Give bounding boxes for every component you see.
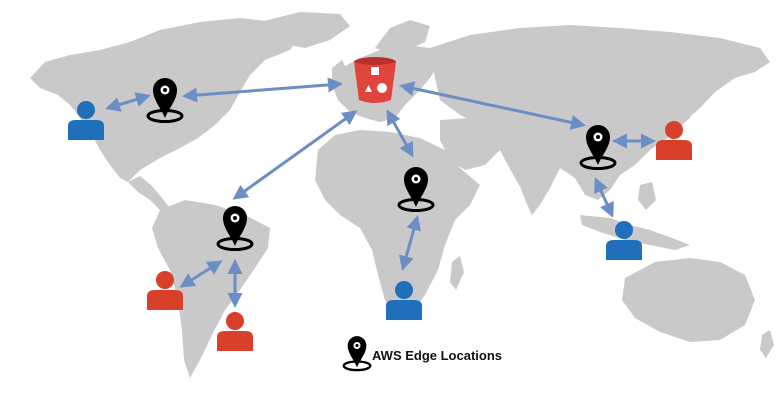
new-zealand-shape [760,330,774,358]
middle-east-shape [440,118,500,170]
japan-shape [672,88,698,128]
arrow-user-na-to-pin-na [105,92,151,112]
arrow-pin-sa-to-user-sa-west [179,260,223,288]
s3-bucket-icon [354,57,396,103]
connection-arrows [105,77,656,308]
arrow-pin-as-to-user-sea [594,177,614,218]
scandinavia-shape [375,20,430,54]
madagascar-shape [450,256,464,290]
arrow-bucket-to-pin-as [399,81,586,130]
legend-pin-icon [342,334,372,372]
user-south-america-south-icon [217,312,253,351]
land-masses [30,12,774,378]
indonesia-shape [580,215,690,250]
south-america-shape [152,200,270,378]
australia-shape [622,258,755,342]
india-shape [515,158,560,215]
greenland-shape [260,12,350,48]
legend-label: AWS Edge Locations [372,348,503,363]
philippines-shape [638,182,656,210]
arrow-bucket-to-pin-sa [232,110,358,200]
asia-shape [430,25,770,200]
arrow-pin-af-to-user-za [399,215,421,271]
arrow-pin-na-to-bucket [182,77,343,103]
central-america-shape [128,176,170,210]
arrow-bucket-to-pin-af [386,109,414,158]
